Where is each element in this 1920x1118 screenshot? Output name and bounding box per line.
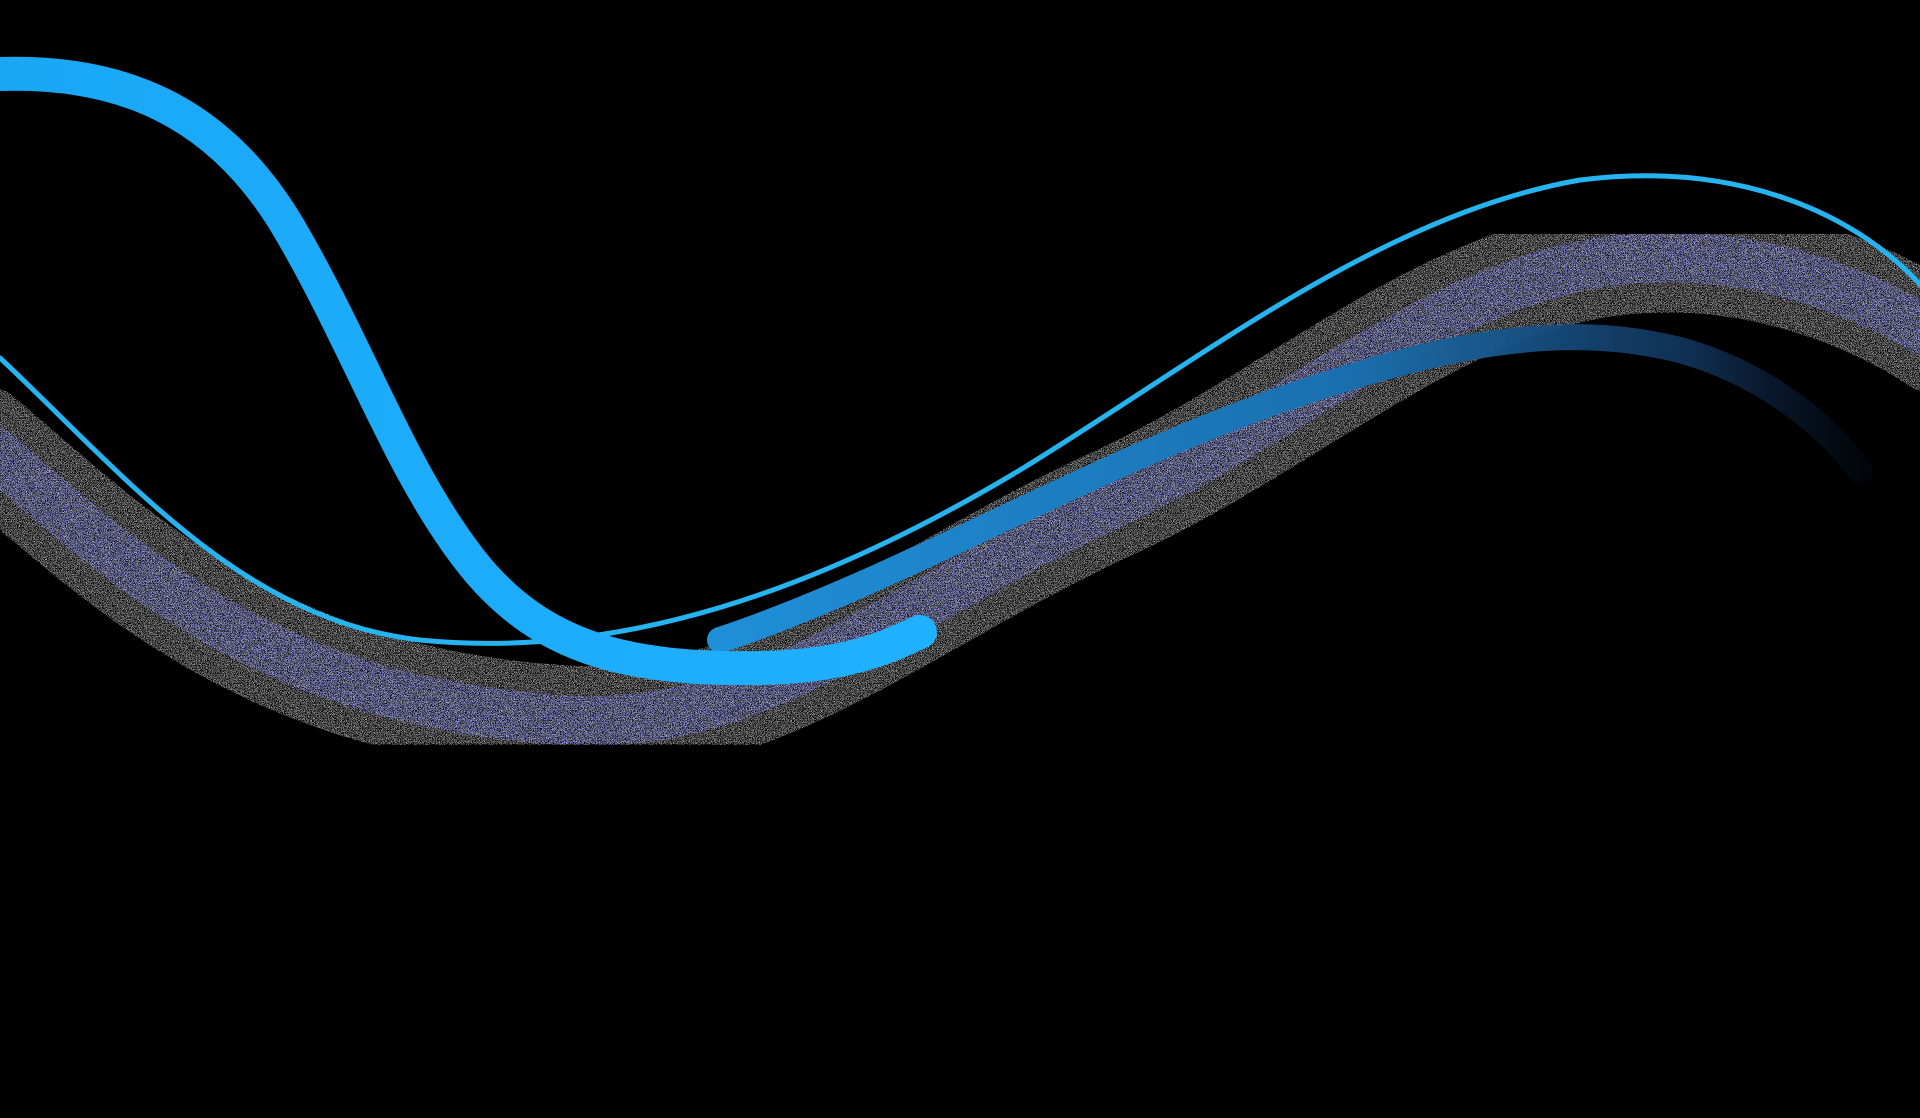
noise-band-blue-speckles <box>0 232 1920 747</box>
gradient-blue-wave <box>707 324 1873 653</box>
thick-light-blue-wave <box>0 56 937 686</box>
thin-light-blue-wave <box>0 173 1920 646</box>
